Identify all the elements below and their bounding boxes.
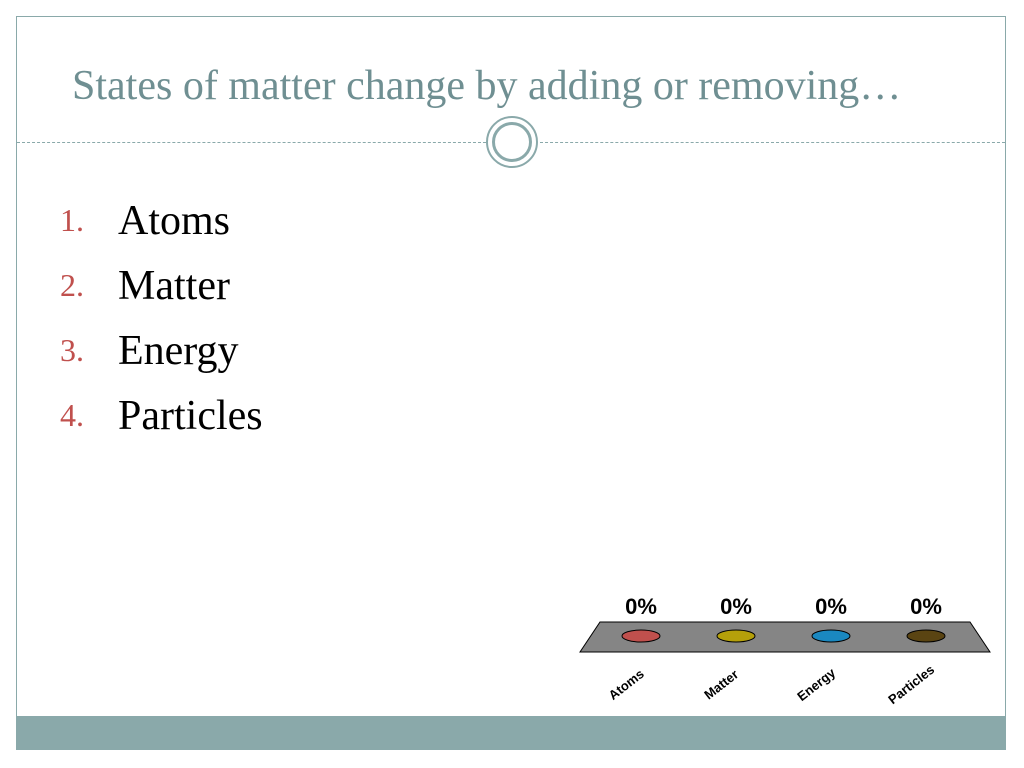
option-label: Energy [118,327,239,374]
option-label: Atoms [118,197,231,244]
answer-option-energy: 3. Energy [60,318,263,383]
answer-option-particles: 4. Particles [60,383,263,448]
chart-value-label: 0% [720,594,752,619]
title-divider-left [17,142,486,143]
option-number: 1. [60,202,84,238]
answer-option-atoms: 1. Atoms [60,188,263,253]
option-label: Matter [118,262,230,309]
option-label: Particles [118,392,263,439]
footer-accent-bar [17,716,1006,750]
chart-bar-top [621,629,661,643]
answer-options-list: 1. Atoms 2. Matter 3. Energy 4. Particle… [60,188,263,448]
chart-value-label: 0% [910,594,942,619]
title-divider-right [540,142,1005,143]
chart-bar-top [906,629,946,643]
option-number: 2. [60,267,84,303]
slide-title: States of matter change by adding or rem… [72,63,902,109]
circle-ornament-icon [486,116,538,168]
chart-category-label: Matter [701,667,741,703]
chart-category-label: Atoms [606,666,647,703]
option-number: 4. [60,397,84,433]
poll-results-chart: 0% Atoms 0% Matter 0% Energy 0% Particles [579,594,991,707]
chart-bar-top [716,629,756,643]
chart-value-label: 0% [625,594,657,619]
chart-value-label: 0% [815,594,847,619]
chart-floor-platform [579,621,991,653]
answer-option-matter: 2. Matter [60,253,263,318]
option-number: 3. [60,332,84,368]
chart-category-label: Energy [794,665,839,704]
chart-bar-top [811,629,851,643]
chart-category-label: Particles [885,662,937,707]
